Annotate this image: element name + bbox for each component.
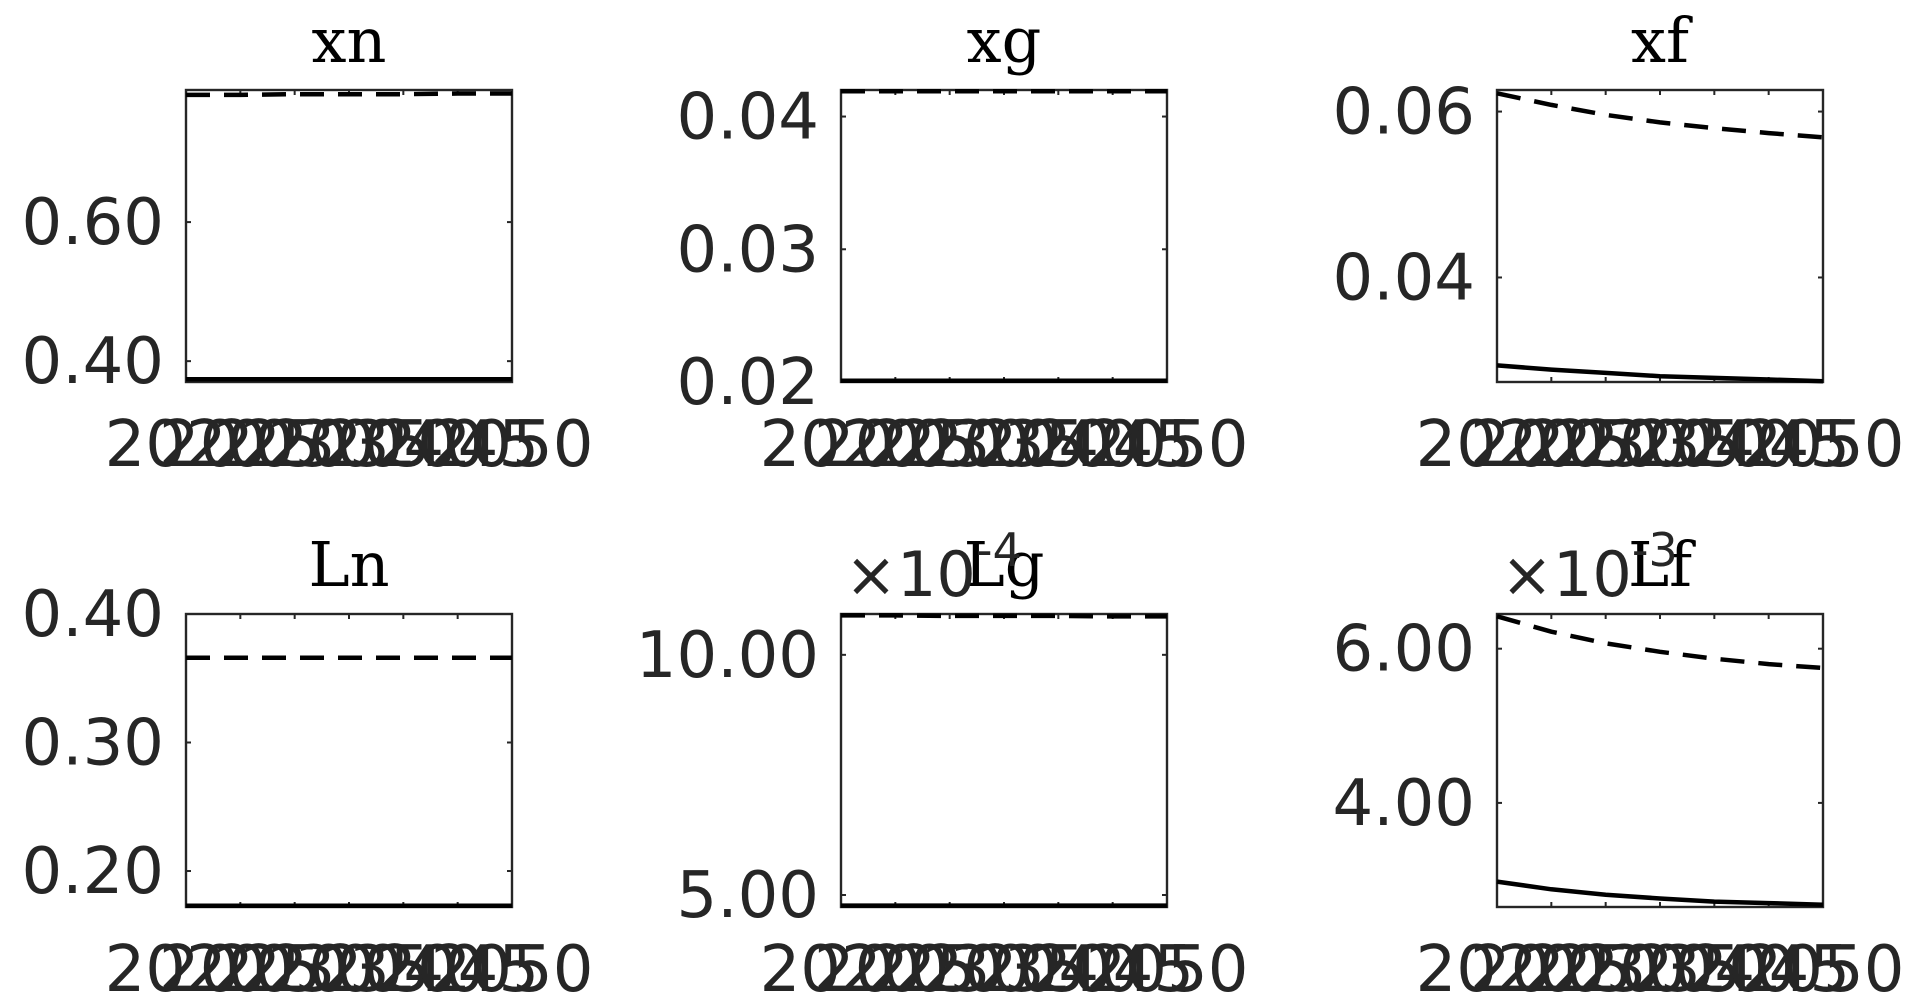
y-tick-label: 0.20 [22, 835, 165, 909]
x-tick-label: 2020 [105, 933, 268, 1004]
x-tick-label: 2050 [1742, 408, 1905, 482]
subplot-title: Lf [1628, 528, 1696, 601]
subplot-title: xg [967, 4, 1042, 77]
x-tick-label: 2030 [868, 408, 1031, 482]
x-tick-label: 2025 [814, 408, 977, 482]
axes-box [1495, 612, 1825, 909]
subplot-ln: 0.20 0.30 0.40 2020202520302035204020452050… [22, 528, 594, 1004]
subplot-title: Lg [964, 528, 1045, 601]
axes-box [1495, 88, 1825, 384]
y-tick-label: 0.04 [677, 81, 820, 155]
axis-multiplier: ×10-4 [845, 523, 1022, 611]
x-tick-label: 2035 [923, 933, 1086, 1004]
x-tick-label: 2045 [376, 408, 539, 482]
y-tick-label: 0.60 [22, 186, 165, 260]
x-tick-label: 2045 [1687, 408, 1850, 482]
x-tick-label: 2045 [1687, 933, 1850, 1004]
x-tick-label: 2045 [1031, 408, 1194, 482]
dashed-series-line [841, 613, 1167, 619]
dashed-series-line [1496, 614, 1824, 671]
x-tick-label: 2030 [1524, 933, 1687, 1004]
y-tick-label: 4.00 [1333, 767, 1476, 841]
x-tick-label: 2020 [760, 933, 923, 1004]
x-tick-label: 2035 [923, 408, 1086, 482]
x-tick-label: 2025 [159, 933, 322, 1004]
x-tick-label: 2050 [431, 408, 594, 482]
x-tick-label: 2050 [1086, 408, 1249, 482]
y-tick-label: 6.00 [1333, 613, 1476, 687]
axes-box [839, 612, 1169, 909]
y-tick-label: 0.04 [1333, 241, 1476, 315]
x-tick-label: 2035 [268, 933, 431, 1004]
x-tick-label: 2020 [105, 408, 268, 482]
solid-series-line [1496, 879, 1824, 907]
x-tick-label: 2040 [1633, 933, 1796, 1004]
x-tick-label: 2035 [1579, 933, 1742, 1004]
x-tick-label: 2025 [1470, 408, 1633, 482]
x-tick-label: 2020 [1416, 408, 1579, 482]
x-tick-label: 2025 [1470, 933, 1633, 1004]
y-tick-label: 10.00 [636, 619, 819, 693]
x-tick-label: 2020 [760, 408, 923, 482]
axes-box [839, 88, 1169, 384]
axes-box [184, 88, 514, 384]
x-tick-label: 2050 [431, 933, 594, 1004]
axis-multiplier: ×10-3 [1501, 523, 1678, 611]
x-tick-label: 2040 [322, 408, 485, 482]
subplot-xg: 0.02 0.03 0.04 2020202520302035204020452050… [677, 4, 1249, 482]
y-tick-label: 0.30 [22, 707, 165, 781]
x-tick-label: 2050 [1742, 933, 1905, 1004]
x-tick-label: 2030 [868, 933, 1031, 1004]
solid-series-line [1496, 363, 1824, 384]
subplot-title: xf [1631, 4, 1693, 77]
y-tick-label: 0.06 [1333, 76, 1476, 150]
x-tick-label: 2040 [1633, 408, 1796, 482]
x-tick-label: 2025 [814, 933, 977, 1004]
x-tick-label: 2045 [376, 933, 539, 1004]
x-tick-label: 2030 [1524, 408, 1687, 482]
dashed-series-line [1496, 91, 1824, 140]
y-tick-label: 0.02 [677, 346, 820, 420]
y-tick-label: 0.40 [22, 578, 165, 652]
x-tick-label: 2040 [977, 933, 1140, 1004]
x-tick-label: 2035 [1579, 408, 1742, 482]
x-tick-label: 2030 [213, 408, 376, 482]
y-tick-label: 0.40 [22, 325, 165, 399]
x-tick-label: 2045 [1031, 933, 1194, 1004]
x-tick-label: 2025 [159, 408, 322, 482]
axes-box [184, 612, 514, 909]
dashed-series-line [186, 91, 512, 98]
x-tick-label: 2050 [1086, 933, 1249, 1004]
x-tick-label: 2035 [268, 408, 431, 482]
subplot-title: Ln [308, 528, 389, 601]
x-tick-label: 2040 [977, 408, 1140, 482]
y-tick-label: 0.03 [677, 213, 820, 287]
x-tick-label: 2020 [1416, 933, 1579, 1004]
y-tick-label: 5.00 [677, 859, 820, 933]
x-tick-label: 2040 [322, 933, 485, 1004]
x-tick-label: 2030 [213, 933, 376, 1004]
subplot-title: xn [312, 4, 387, 77]
